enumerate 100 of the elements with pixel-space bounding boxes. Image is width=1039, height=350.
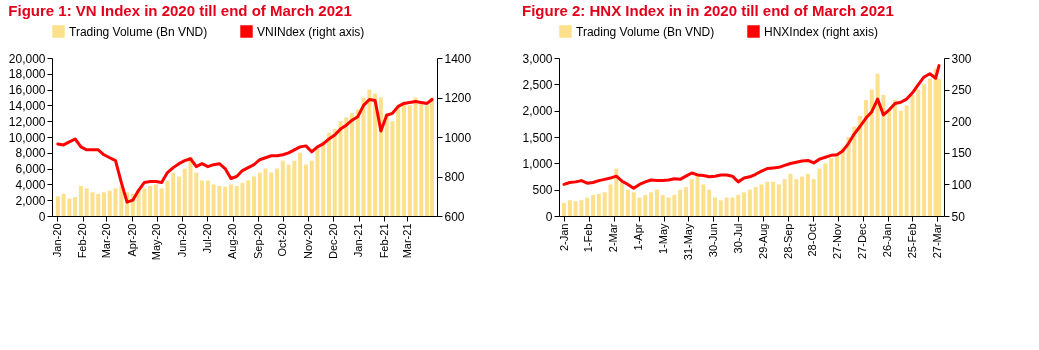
- bar: [567, 200, 572, 216]
- x-tick-label: 30-Jul: [731, 223, 744, 254]
- y-tick-label: 1,000: [522, 156, 553, 171]
- bar: [660, 194, 665, 216]
- bar: [101, 192, 106, 216]
- bar: [73, 197, 78, 216]
- legend-label: Trading Volume (Bn VND): [576, 24, 715, 39]
- x-tick-label: 29-Aug: [756, 223, 769, 259]
- bar: [205, 180, 210, 216]
- bar: [55, 196, 60, 216]
- y2-tick-label: 800: [444, 170, 465, 184]
- bar: [887, 110, 892, 216]
- y2-tick-label: 250: [951, 83, 972, 98]
- y2-tick-label: 300: [951, 51, 972, 66]
- bar: [96, 193, 101, 216]
- bar: [257, 172, 262, 216]
- x-tick-label: May-20: [150, 223, 163, 261]
- x-tick-label: 1-Feb: [582, 223, 595, 253]
- bar: [922, 84, 927, 216]
- bar: [176, 176, 181, 216]
- x-tick-label: Jun-20: [175, 223, 188, 258]
- x-tick-label: Jan-20: [50, 223, 63, 258]
- bar: [898, 110, 903, 216]
- bar: [280, 160, 285, 216]
- bar: [893, 100, 898, 216]
- bar: [829, 158, 834, 216]
- x-tick-label: Feb-20: [76, 223, 89, 259]
- bar: [200, 180, 205, 216]
- y-tick-label: 14,000: [8, 98, 46, 113]
- x-tick-label: Apr-20: [125, 223, 138, 257]
- bar: [78, 185, 83, 216]
- bar: [927, 79, 932, 216]
- bar: [713, 197, 717, 216]
- x-tick-label: 27-Mar: [930, 223, 943, 259]
- bar: [625, 189, 630, 216]
- bar: [596, 193, 601, 216]
- bar: [355, 109, 360, 216]
- bar: [332, 129, 337, 216]
- x-tick-label: Mar-20: [99, 223, 112, 259]
- x-tick-label: Feb-21: [377, 223, 390, 259]
- x-tick-label: 1-Apr: [632, 223, 645, 251]
- x-tick-label: Dec-20: [326, 223, 339, 259]
- chart-title: Figure 2: HNX Index in in 2020 till end of March 2021: [521, 2, 894, 19]
- line-series: [56, 97, 434, 204]
- bar: [321, 140, 326, 216]
- bar: [350, 113, 355, 216]
- y2-tick-label: 150: [951, 146, 972, 161]
- bar: [171, 172, 176, 216]
- bar: [742, 192, 747, 216]
- y2-tick-label: 1200: [444, 91, 472, 105]
- bar: [916, 89, 921, 216]
- y-tick-label: 0: [38, 209, 46, 224]
- x-tick-label: 25-Feb: [905, 223, 918, 259]
- x-tick-label: Oct-20: [276, 223, 289, 257]
- bar: [683, 187, 688, 216]
- bar: [800, 176, 805, 216]
- x-tick-label: 27-Dec: [856, 223, 869, 259]
- bar: [182, 168, 187, 216]
- bar: [689, 179, 694, 216]
- y-tick-label: 2,000: [522, 104, 553, 119]
- x-tick-label: 1-May: [657, 223, 670, 255]
- x-tick-label: 26-Jan: [881, 223, 894, 258]
- y-tick-label: 500: [532, 183, 553, 198]
- y-tick-label: 18,000: [8, 67, 46, 82]
- y2-tick-label: 200: [951, 114, 972, 129]
- y2-tick-label: 1000: [444, 130, 472, 145]
- bar: [654, 189, 659, 216]
- chart-title: Figure 1: VN Index in 2020 till end of March 2021: [8, 2, 352, 19]
- x-tick-label: 27-Nov: [831, 223, 844, 259]
- y-tick-label: 2,500: [522, 77, 553, 92]
- x-tick-label: 2-Mar: [607, 223, 620, 253]
- legend-label: HNXIndex (right axis): [764, 24, 879, 39]
- bar: [148, 185, 153, 216]
- y-tick-label: 6,000: [15, 162, 46, 177]
- bar: [228, 184, 233, 216]
- bar: [153, 184, 158, 216]
- bar: [863, 100, 868, 216]
- bar: [614, 168, 619, 216]
- bar: [223, 186, 228, 216]
- x-tick-label: 31-May: [681, 223, 694, 261]
- bar: [794, 179, 799, 216]
- bar: [776, 184, 781, 216]
- legend-label: VNINdex (right axis): [257, 24, 365, 39]
- x-tick-label: Aug-20: [226, 223, 239, 259]
- bar: [771, 181, 776, 216]
- x-tick-label: 28-Oct: [806, 223, 819, 257]
- bar: [834, 155, 839, 216]
- y-tick-label: 20,000: [8, 51, 46, 66]
- y-tick-label: 8,000: [15, 146, 46, 161]
- y-tick-label: 12,000: [8, 114, 46, 129]
- y-tick-label: 1,500: [522, 130, 553, 145]
- bar: [643, 194, 648, 216]
- bar: [251, 176, 256, 216]
- y-tick-label: 10,000: [8, 130, 46, 145]
- bar: [326, 133, 331, 216]
- y-tick-label: 3,000: [522, 51, 553, 66]
- bar: [765, 181, 770, 216]
- bar: [649, 192, 654, 216]
- bar: [401, 101, 406, 216]
- bar: [591, 194, 596, 216]
